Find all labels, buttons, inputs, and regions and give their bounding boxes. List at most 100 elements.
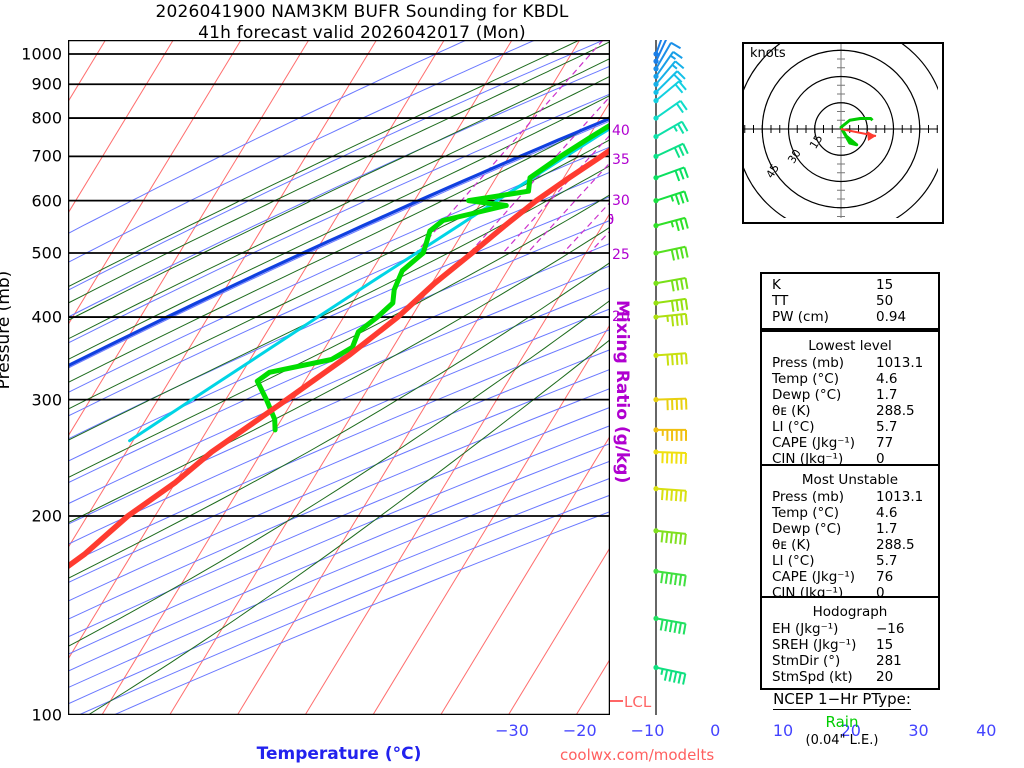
row-value: 15 bbox=[876, 637, 894, 653]
ptype-value: Rain bbox=[825, 713, 859, 731]
row-key: Press (mb) bbox=[772, 489, 845, 505]
table-row: TT 50 bbox=[762, 293, 938, 309]
temperature-tick--10: −10 bbox=[630, 721, 665, 740]
pressure-tick-500: 500 bbox=[31, 243, 62, 263]
wind-barb bbox=[653, 312, 688, 327]
table-row: θᴇ (K) 288.5 bbox=[762, 537, 938, 553]
row-key: StmSpd (kt) bbox=[772, 669, 853, 685]
wind-barb bbox=[653, 397, 688, 411]
table-row: Dewp (°C) 1.7 bbox=[762, 387, 938, 403]
row-value: 1.7 bbox=[876, 521, 898, 537]
wind-barb bbox=[653, 568, 687, 587]
wind-barb bbox=[653, 166, 689, 182]
pressure-tick-900: 900 bbox=[31, 74, 62, 94]
table-row: StmDir (°) 281 bbox=[762, 653, 938, 669]
wind-barb bbox=[653, 277, 689, 292]
row-value: 77 bbox=[876, 435, 894, 451]
row-value: 288.5 bbox=[876, 403, 915, 419]
hodograph-ring-label: 30 bbox=[785, 147, 803, 166]
temperature-tick-20: 20 bbox=[840, 721, 861, 740]
wind-barb-column bbox=[612, 24, 708, 715]
wind-barb bbox=[653, 120, 689, 140]
wind-barb bbox=[653, 70, 686, 95]
row-key: LI (°C) bbox=[772, 419, 815, 435]
wind-barb bbox=[653, 245, 689, 261]
row-key: Dewp (°C) bbox=[772, 387, 842, 403]
lcl-label: LCL bbox=[624, 693, 652, 711]
row-key: Press (mb) bbox=[772, 355, 845, 371]
table-row: Temp (°C) 4.6 bbox=[762, 505, 938, 521]
row-key: CIN (Jkg⁻¹) bbox=[772, 451, 844, 467]
table-row: StmSpd (kt) 20 bbox=[762, 669, 938, 685]
wind-barb bbox=[653, 528, 687, 545]
title-line-1: 2026041900 NAM3KM BUFR Sounding for KBDL bbox=[155, 2, 569, 22]
credit-text: coolwx.com/modelts bbox=[560, 746, 715, 764]
row-value: 1013.1 bbox=[876, 355, 924, 371]
row-key: θᴇ (K) bbox=[772, 537, 811, 553]
row-value: 0 bbox=[876, 451, 885, 467]
table-row: CIN (Jkg⁻¹) 0 bbox=[762, 451, 938, 467]
table-row: Press (mb) 1013.1 bbox=[762, 489, 938, 505]
row-value: 0 bbox=[876, 585, 885, 601]
table-row: K 15 bbox=[762, 277, 938, 293]
temperature-tick-10: 10 bbox=[772, 721, 794, 740]
lcl-tick-icon bbox=[605, 700, 623, 702]
wind-barb bbox=[653, 80, 687, 104]
indices-panel: K 15 TT 50 PW (cm) 0.94 bbox=[760, 272, 940, 330]
hodograph-panel[interactable]: knots 15 30 45 bbox=[735, 23, 947, 235]
mixing-ratio-side-tick-40: 40 bbox=[612, 122, 630, 139]
row-value: 4.6 bbox=[876, 371, 898, 387]
title-line-2: 41h forecast valid 2026042017 (Mon) bbox=[198, 23, 526, 43]
row-value: 4.6 bbox=[876, 505, 898, 521]
lowest-level-header: Lowest level bbox=[808, 338, 892, 354]
table-row: LI (°C) 5.7 bbox=[762, 419, 938, 435]
hodograph-trace bbox=[839, 117, 874, 147]
wind-barb-svg bbox=[653, 24, 689, 715]
ptype-header: NCEP 1−Hr PType: bbox=[773, 690, 911, 710]
wind-barb bbox=[653, 50, 683, 79]
x-axis-label: Temperature (°C) bbox=[256, 744, 422, 764]
row-key: CAPE (Jkg⁻¹) bbox=[772, 435, 856, 451]
wind-barb bbox=[653, 100, 688, 121]
row-key: StmDir (°) bbox=[772, 653, 841, 669]
row-key: PW (cm) bbox=[772, 309, 829, 325]
row-value: 20 bbox=[876, 669, 894, 685]
row-key: SREH (Jkg⁻¹) bbox=[772, 637, 857, 653]
wind-barb bbox=[653, 664, 687, 685]
row-key: Temp (°C) bbox=[772, 371, 839, 387]
table-row: LI (°C) 5.7 bbox=[762, 553, 938, 569]
pressure-tick-300: 300 bbox=[31, 390, 62, 410]
row-key: EH (Jkg⁻¹) bbox=[772, 621, 839, 637]
temperature-tick--20: −20 bbox=[562, 721, 597, 740]
y-axis-label: Pressure (mb) bbox=[0, 270, 14, 390]
hodograph-ring-label: 45 bbox=[764, 162, 782, 181]
wind-barb bbox=[653, 615, 687, 635]
most-unstable-header: Most Unstable bbox=[801, 472, 899, 488]
row-key: CAPE (Jkg⁻¹) bbox=[772, 569, 856, 585]
row-key: θᴇ (K) bbox=[772, 403, 811, 419]
mixing-ratio-axis-label: Mixing Ratio (g/kg) bbox=[612, 300, 632, 484]
table-row: CAPE (Jkg⁻¹) 76 bbox=[762, 569, 938, 585]
temperature-tick-30: 30 bbox=[908, 721, 929, 740]
wind-barb bbox=[653, 142, 689, 159]
row-value: 5.7 bbox=[876, 553, 898, 569]
wind-barb bbox=[653, 297, 689, 312]
skewt-diagram[interactable] bbox=[68, 40, 610, 715]
row-key: Temp (°C) bbox=[772, 505, 839, 521]
row-value: 281 bbox=[876, 653, 902, 669]
ptype-amount: (0.04" L.E.) bbox=[805, 733, 879, 748]
table-row: θᴇ (K) 288.5 bbox=[762, 403, 938, 419]
mixing-ratio-side-tick-35: 35 bbox=[612, 151, 630, 168]
wind-barb bbox=[653, 352, 688, 366]
table-row: Temp (°C) 4.6 bbox=[762, 371, 938, 387]
wind-barb bbox=[653, 190, 689, 206]
table-row: EH (Jkg⁻¹) −16 bbox=[762, 621, 938, 637]
table-row: Press (mb) 1013.1 bbox=[762, 355, 938, 371]
row-key: Dewp (°C) bbox=[772, 521, 842, 537]
row-value: 76 bbox=[876, 569, 894, 585]
mixing-ratio-side-tick-20: 20 bbox=[612, 309, 630, 326]
temperature-tick--30: −30 bbox=[495, 721, 529, 740]
wind-barb bbox=[653, 486, 687, 502]
row-value: 5.7 bbox=[876, 419, 898, 435]
row-value: 1.7 bbox=[876, 387, 898, 403]
